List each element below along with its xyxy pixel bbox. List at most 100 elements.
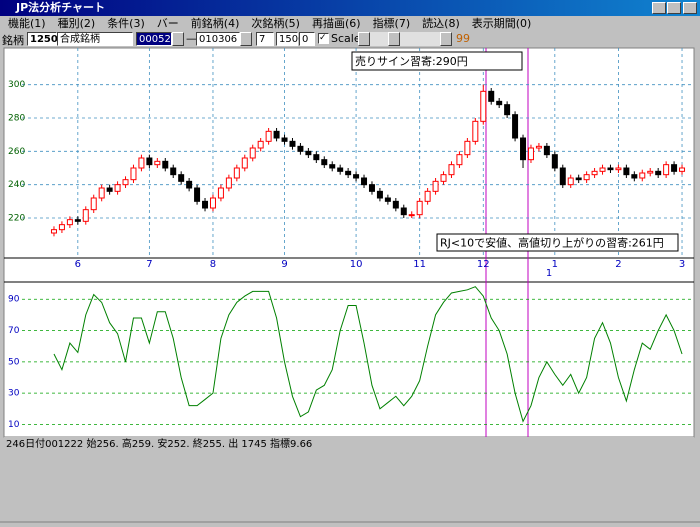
date-from-input[interactable]: 000524 — [136, 32, 177, 46]
candle-body — [408, 214, 415, 217]
candle-body — [186, 180, 193, 189]
candle-body — [440, 174, 447, 182]
annotation: 売りサイン習寄:290円 — [355, 54, 468, 68]
candle-body — [639, 172, 646, 179]
scale-slider[interactable] — [358, 32, 452, 46]
candle-body — [472, 120, 479, 142]
candle-body — [130, 167, 137, 181]
candle-body — [663, 164, 670, 176]
candle-body — [66, 219, 73, 226]
spinner[interactable] — [172, 32, 184, 46]
candle-body — [297, 145, 304, 152]
candle-body — [321, 159, 328, 166]
candle-body — [265, 130, 272, 142]
candle-body — [488, 90, 495, 102]
menu-item[interactable]: 再描画(6) — [311, 17, 361, 30]
slider-thumb[interactable] — [388, 32, 400, 46]
candle-body — [456, 154, 463, 166]
scale-checkbox[interactable]: ✓ — [318, 33, 329, 44]
candle-body — [368, 184, 375, 192]
candle-body — [424, 190, 431, 202]
candle-body — [273, 130, 280, 139]
menu-item[interactable]: 前銘柄(4) — [190, 17, 240, 30]
candle-body — [392, 200, 399, 209]
candle-body — [138, 157, 145, 169]
date-to-input[interactable]: 010306 — [196, 32, 240, 46]
candle-body — [170, 167, 177, 176]
candle-body — [82, 209, 89, 222]
separator: — — [186, 32, 197, 45]
candle-body — [480, 90, 487, 122]
candle-body — [202, 200, 209, 209]
status-bar — [4, 437, 694, 452]
candle-body — [504, 104, 511, 116]
annotation-box — [351, 51, 523, 71]
menu-item[interactable]: バー — [156, 17, 179, 30]
x-tick-label: 6 — [75, 259, 81, 270]
slider-right[interactable] — [440, 32, 452, 46]
candle-body — [289, 140, 296, 147]
scale-label: Scale — [331, 32, 361, 45]
menu-item[interactable]: 種別(2) — [57, 17, 96, 30]
param3-input[interactable]: 0 — [299, 32, 315, 46]
candle-body — [313, 154, 320, 161]
candle-body — [631, 174, 638, 179]
y-tick-label: 240 — [8, 180, 25, 190]
menu-item[interactable]: 次銘柄(5) — [251, 17, 300, 30]
indicator-line — [53, 286, 683, 423]
candle-body — [249, 147, 256, 159]
menu-item[interactable]: 表示期間(0) — [471, 17, 532, 30]
menu-item[interactable]: 条件(3) — [107, 17, 145, 30]
maximize-button[interactable] — [667, 2, 681, 14]
candle-body — [337, 167, 344, 172]
candle-body — [345, 170, 352, 176]
annotation-box — [436, 233, 679, 252]
name-input[interactable]: 合成銘柄 — [57, 32, 133, 46]
candle-body — [98, 187, 105, 199]
x-tick-label: 2 — [615, 259, 621, 270]
candle-body — [464, 140, 471, 156]
close-button[interactable] — [683, 2, 697, 14]
candle-body — [178, 174, 185, 182]
slider-left[interactable] — [358, 32, 370, 46]
candle-body — [599, 167, 606, 172]
candle-body — [520, 137, 527, 161]
x-tick-label: 11 — [413, 259, 426, 270]
candle-body — [58, 224, 65, 231]
candle-body — [194, 187, 201, 202]
x-tick-label: 9 — [281, 259, 287, 270]
candle-body — [154, 160, 161, 166]
menu-item[interactable]: 読込(8) — [422, 17, 460, 30]
x-tick-label: 1 — [552, 259, 558, 270]
candle-body — [74, 219, 81, 222]
x-tick-label: 3 — [679, 259, 685, 270]
code-input[interactable]: 1250 — [27, 32, 58, 46]
year-label: 1 — [546, 268, 552, 279]
y-tick-label: 260 — [8, 147, 25, 157]
candle-body — [551, 154, 558, 169]
y-tick-label: 280 — [8, 114, 25, 124]
candle-body — [535, 145, 542, 149]
menu-item[interactable]: 機能(1) — [8, 17, 46, 30]
y-tick-label: 10 — [8, 420, 20, 430]
candle-body — [679, 167, 686, 172]
scale-value: 99 — [456, 32, 470, 45]
param1-input[interactable]: 7 — [256, 32, 274, 46]
candle-body — [527, 147, 534, 161]
candle-body — [496, 100, 503, 106]
candle-body — [146, 157, 153, 166]
param2-input[interactable]: 1500 — [276, 32, 304, 46]
candle-body — [329, 164, 336, 169]
dropdown-button[interactable] — [240, 32, 252, 46]
status-text: 246日付001222 始256. 高259. 安252. 終255. 出 17… — [6, 437, 312, 450]
symbol-label: 銘柄 — [2, 34, 24, 47]
y-tick-label: 300 — [8, 80, 25, 90]
candle-body — [512, 114, 519, 139]
menu-bar: 機能(1) 種別(2) 条件(3) バー 前銘柄(4) 次銘柄(5) 再描画(6) 指標(7)… — [0, 16, 700, 31]
candle-body — [217, 187, 224, 199]
menu-item[interactable]: 指標(7) — [372, 17, 411, 30]
candle-body — [233, 167, 240, 179]
title-bar: JP法分析チャート — [0, 0, 700, 16]
candle-body — [90, 197, 97, 211]
minimize-button[interactable] — [652, 2, 666, 14]
